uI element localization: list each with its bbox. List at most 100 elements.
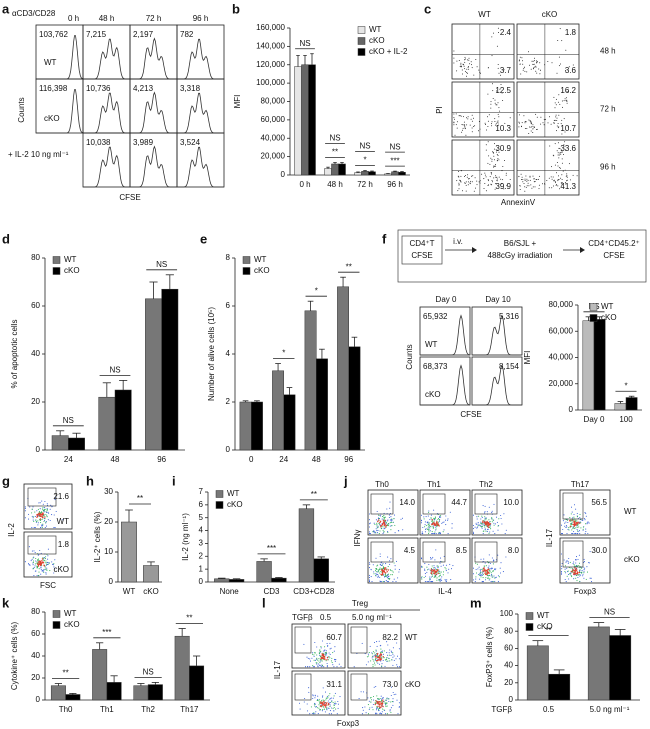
bar	[272, 370, 284, 451]
bar	[98, 396, 116, 451]
x-tick-label: 96 h	[387, 180, 403, 189]
quadrant-value: 10.7	[560, 124, 576, 133]
events	[32, 553, 55, 577]
gate	[562, 540, 584, 568]
gate-value: 8.0	[508, 546, 520, 555]
event-count: 4,213	[133, 84, 154, 93]
column-header: Th17	[571, 480, 590, 489]
event-count: 782	[180, 30, 194, 39]
bar	[384, 173, 392, 176]
y-axis-label: IL-17	[273, 660, 282, 679]
column-header: 5.0 ng ml⁻¹	[352, 613, 392, 622]
plot-frame	[347, 670, 402, 716]
y-tick-label: 20,000	[549, 379, 574, 388]
legend-label: cKO	[254, 266, 270, 275]
quadrant-value: 33.6	[560, 144, 576, 153]
y-axis-label: PI	[435, 106, 444, 114]
histogram	[130, 37, 177, 80]
plot-frame	[291, 670, 346, 716]
bar	[301, 64, 309, 176]
plot-frame	[367, 489, 419, 536]
x-tick-label: 5.0 ng ml⁻¹	[590, 705, 630, 714]
y-axis-label: IL-2	[7, 523, 16, 537]
plot-frame	[516, 139, 580, 196]
bar	[251, 401, 263, 451]
y-tick-label: 80	[504, 626, 513, 635]
quadrant-value: 12.5	[495, 86, 511, 95]
legend-swatch	[525, 612, 534, 620]
events	[374, 652, 385, 662]
y-tick-label: 6	[226, 301, 231, 310]
events	[453, 83, 511, 136]
event-count: 3,318	[180, 84, 201, 93]
events	[482, 520, 492, 528]
x-axis-label: TGFβ	[491, 705, 512, 714]
x-tick-label: Th2	[141, 705, 155, 714]
column-header: 48 h	[99, 14, 115, 23]
events	[482, 567, 490, 576]
events	[367, 695, 393, 715]
significance-label: NS	[143, 668, 154, 677]
significance-label: **	[346, 262, 352, 271]
gate-value: 73.0	[382, 680, 398, 689]
plot-frame	[419, 537, 471, 584]
x-tick-label: 48	[312, 455, 321, 464]
plot-frame	[451, 81, 515, 138]
y-tick-label: 120,000	[256, 60, 285, 69]
column-header: WT	[478, 10, 491, 19]
events	[431, 519, 440, 527]
significance-label: *	[282, 349, 285, 358]
panel-label: k	[2, 595, 10, 610]
row-label: 96 h	[600, 163, 616, 172]
event-count: 3,989	[133, 138, 154, 147]
legend-swatch	[215, 490, 224, 498]
plot-frame	[347, 623, 402, 669]
column-header: 0 h	[68, 14, 79, 23]
bar	[283, 394, 296, 451]
bar	[316, 358, 328, 451]
events	[472, 503, 507, 535]
x-axis-label: Foxp3	[574, 587, 597, 596]
x-tick-label: cKO	[143, 587, 159, 596]
gate	[350, 673, 368, 701]
y-tick-label: 20	[104, 517, 113, 526]
y-tick-label: 60	[31, 629, 40, 638]
row-label: WT	[44, 58, 57, 67]
panel-label: h	[86, 473, 94, 488]
gate	[370, 541, 394, 563]
y-tick-label: 60	[31, 301, 40, 310]
row-label: cKO	[53, 565, 69, 574]
y-tick-label: 2	[226, 397, 231, 406]
bar	[361, 171, 369, 176]
plot-frame	[23, 531, 73, 578]
y-tick-label: 160,000	[256, 23, 285, 32]
y-tick-label: 0	[36, 695, 41, 704]
panel-label: d	[2, 231, 10, 246]
legend-swatch	[589, 303, 598, 311]
y-tick-label: 60,000	[549, 326, 574, 335]
y-tick-label: 20	[504, 678, 513, 687]
bar	[354, 172, 362, 176]
significance-label: **	[137, 494, 143, 503]
column-header: Day 10	[485, 295, 511, 304]
bar	[114, 389, 132, 451]
y-tick-label: 6	[199, 500, 204, 509]
y-tick-label: 5	[199, 513, 204, 522]
bar	[398, 171, 406, 176]
bar	[256, 561, 272, 583]
arrow-head	[580, 247, 585, 253]
bar	[228, 579, 245, 583]
x-axis-label: Foxp3	[337, 719, 360, 728]
events	[518, 91, 569, 135]
y-axis-label: IL-17	[545, 528, 554, 547]
event-count: 5,316	[499, 312, 520, 321]
significance-label: NS	[156, 260, 167, 269]
bar	[313, 558, 329, 583]
panel-label: g	[2, 473, 10, 488]
y-axis-label: Cytokine⁺ cells (%)	[10, 622, 19, 691]
histogram	[177, 38, 224, 80]
y-tick-label: 2	[199, 551, 204, 560]
legend-label: WT	[227, 489, 240, 498]
legend-label: WT	[64, 609, 77, 618]
